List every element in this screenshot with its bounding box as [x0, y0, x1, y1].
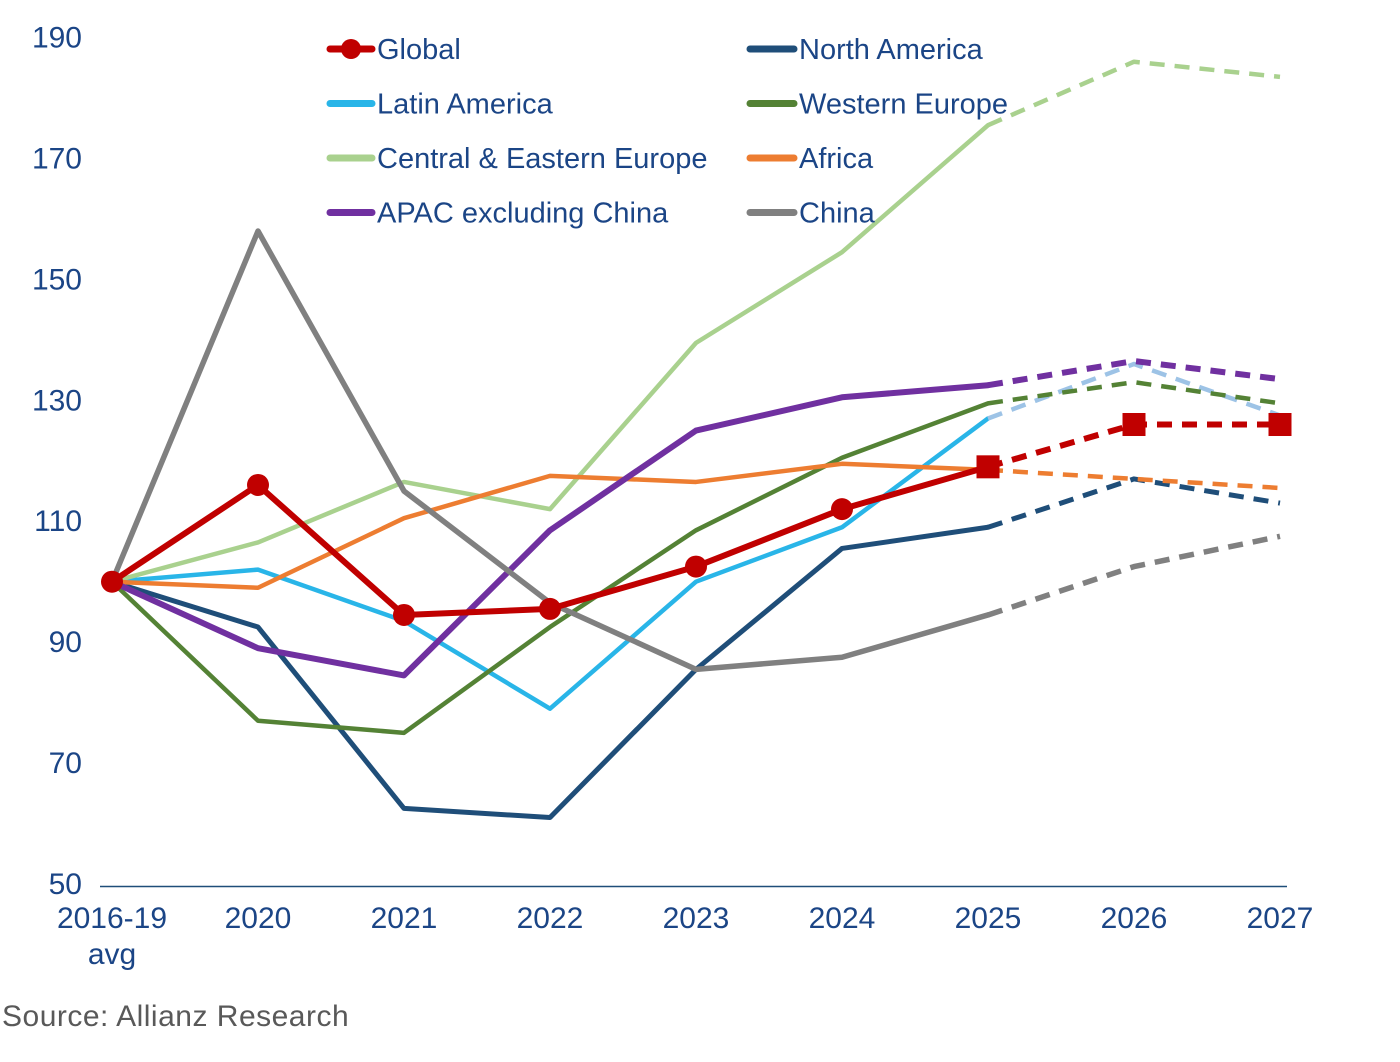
x-tick-label-2021: 2021: [371, 902, 438, 935]
y-tick-label-130: 130: [32, 384, 82, 417]
marker-circle-global-5: [831, 498, 853, 521]
marker-circle-global-4: [685, 555, 707, 578]
x-tick-label-2023: 2023: [663, 902, 730, 935]
series-line-africa: [109, 461, 991, 590]
x-tick-label-2024: 2024: [809, 902, 876, 935]
legend-label-latin-america: Latin America: [377, 89, 554, 121]
legend-label-north-america: North America: [799, 34, 984, 66]
marker-circle-global-0: [101, 570, 123, 593]
y-tick-label-150: 150: [32, 263, 82, 296]
y-tick-label-110: 110: [34, 505, 82, 538]
legend-label-apac-excluding-china: APAC excluding China: [377, 198, 669, 230]
series-line-global: [109, 463, 991, 618]
x-tick-label-2026: 2026: [1101, 902, 1168, 935]
x-tick-label-2025: 2025: [955, 902, 1022, 935]
marker-square-global-7: [1122, 413, 1146, 437]
series-forecast-line-latin-america: [987, 361, 1281, 421]
series-forecast-line-china: [987, 533, 1281, 618]
source-caption: Source: Allianz Research: [2, 1000, 350, 1033]
marker-circle-global-1: [247, 473, 269, 496]
marker-circle-global-2: [393, 603, 415, 626]
legend-label-china: China: [799, 198, 876, 230]
y-tick-label-70: 70: [49, 747, 82, 780]
series-line-western-europe: [109, 401, 991, 736]
y-tick-label-190: 190: [32, 22, 82, 55]
x-tick-label-2027: 2027: [1247, 902, 1314, 935]
x-tick-label-2016-19: 2016-19: [57, 902, 167, 935]
series-forecast-line-north-america: [987, 476, 1281, 530]
x-tick-label-2022: 2022: [517, 902, 584, 935]
y-tick-label-90: 90: [49, 626, 82, 659]
legend-label-central-eastern-europe: Central & Eastern Europe: [377, 143, 707, 175]
x-tick-label-2020: 2020: [225, 902, 292, 935]
legend-marker-circle-global: [341, 39, 361, 59]
y-tick-label-170: 170: [32, 142, 82, 175]
x-tick-label-avg: avg: [88, 938, 136, 971]
series-line-central-eastern-europe: [109, 122, 991, 584]
y-tick-label-50: 50: [49, 868, 82, 901]
series-forecast-line-central-eastern-europe: [987, 59, 1281, 128]
legend-label-global: Global: [377, 34, 461, 66]
marker-square-global-6: [976, 455, 1000, 479]
series-line-apac-excluding-china: [109, 382, 991, 679]
series-line-latin-america: [109, 416, 991, 711]
marker-circle-global-3: [539, 597, 561, 620]
legend-label-africa: Africa: [799, 143, 874, 175]
marker-square-global-8: [1268, 413, 1292, 437]
series-line-north-america: [109, 524, 991, 820]
legend-label-western-europe: Western Europe: [799, 89, 1008, 121]
